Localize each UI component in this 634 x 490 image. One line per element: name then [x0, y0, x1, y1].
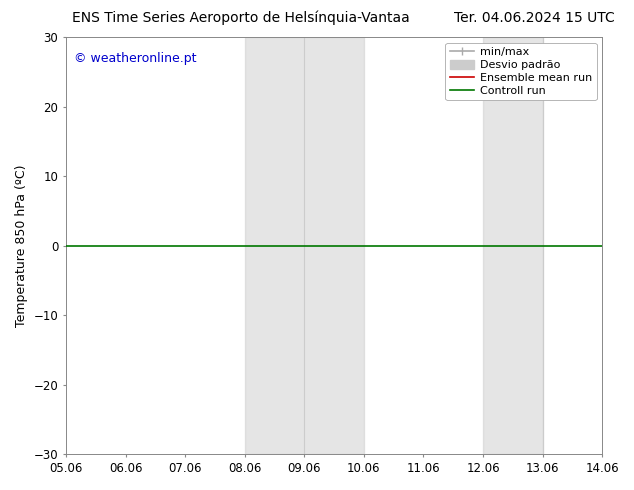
Text: ENS Time Series Aeroporto de Helsínquia-Vantaa: ENS Time Series Aeroporto de Helsínquia-… [72, 11, 410, 25]
Y-axis label: Temperature 850 hPa (ºC): Temperature 850 hPa (ºC) [15, 165, 28, 327]
Text: Ter. 04.06.2024 15 UTC: Ter. 04.06.2024 15 UTC [454, 11, 615, 25]
Legend: min/max, Desvio padrão, Ensemble mean run, Controll run: min/max, Desvio padrão, Ensemble mean ru… [446, 43, 597, 100]
Bar [483, 37, 543, 454]
Bar [245, 37, 364, 454]
Text: © weatheronline.pt: © weatheronline.pt [74, 52, 197, 65]
